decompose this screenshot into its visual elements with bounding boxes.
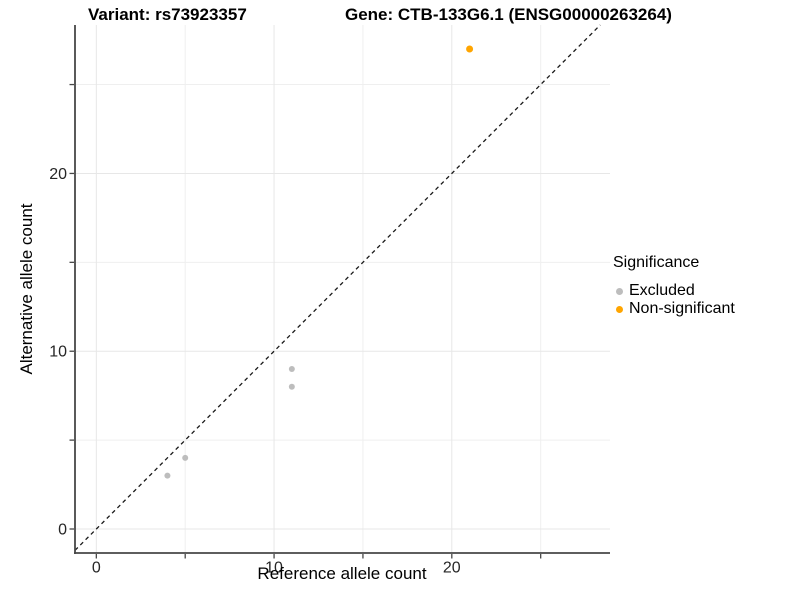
y-tick-label: 10 [49,344,67,361]
y-tick-label: 20 [49,166,67,183]
legend-item-label: Non-significant [629,300,735,317]
x-axis-title: Reference allele count [257,564,427,583]
legend-item-non-significant: Non-significant [613,300,735,318]
y-axis-title: Alternative allele count [17,203,36,375]
legend-item-excluded: Excluded [613,282,735,300]
x-tick-label: 10 [265,560,283,577]
legend: Significance Excluded Non-significant [613,253,735,318]
gene-title: Gene: CTB-133G6.1 (ENSG00000263264) [345,5,672,24]
y-tick-label: 0 [58,522,67,539]
legend-title: Significance [613,254,700,271]
excluded-dot-icon [616,287,623,295]
x-tick-label: 0 [92,560,101,577]
variant-title: Variant: rs73923357 [88,5,247,24]
non-significant-dot-icon [616,305,623,313]
x-tick-label: 20 [443,560,461,577]
legend-item-label: Excluded [629,282,695,299]
